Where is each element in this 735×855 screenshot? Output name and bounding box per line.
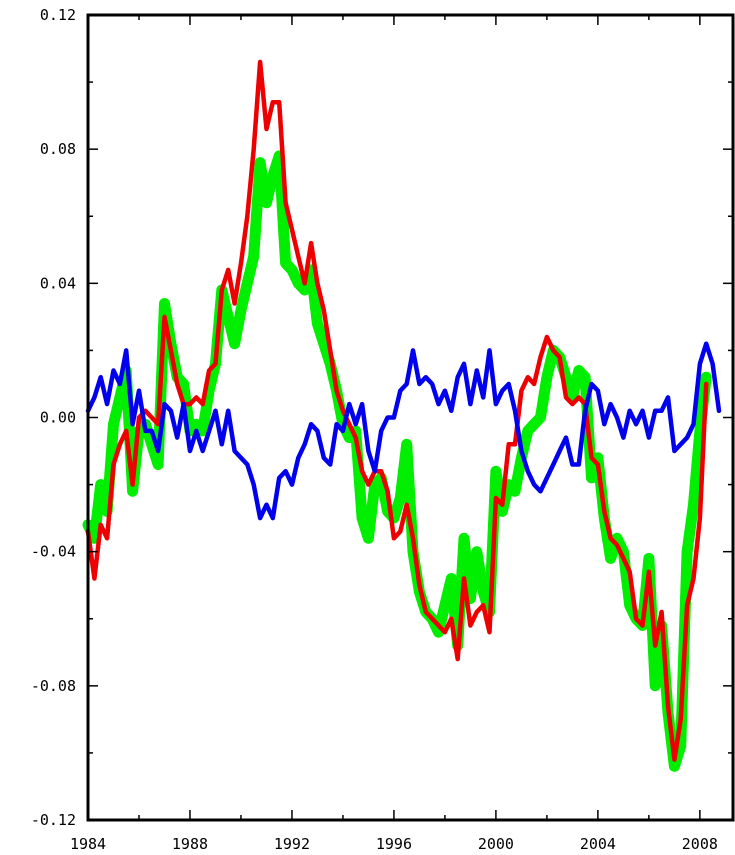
x-tick-label: 2004: [580, 835, 616, 853]
y-tick-label: -0.08: [31, 677, 76, 695]
y-tick-label: 0.04: [40, 274, 76, 292]
series-line-3: [85, 341, 722, 521]
y-tick-label: 0.00: [40, 409, 76, 427]
y-tick-label: 0.08: [40, 140, 76, 158]
y-tick-label: -0.04: [31, 543, 76, 561]
x-tick-label: 2008: [682, 835, 718, 853]
x-tick-label: 2000: [478, 835, 514, 853]
series-line-1: [82, 150, 712, 772]
labels-layer: 0.12 0.08 0.04 0.00 -0.04 -0.08 -0.12 1984 1988 1…: [31, 6, 718, 853]
series-line-2: [85, 59, 709, 762]
x-tick-label: 1984: [70, 835, 106, 853]
y-tick-label: 0.12: [40, 6, 76, 24]
x-tick-label: 1988: [172, 835, 208, 853]
series-layer: [82, 59, 722, 772]
x-tick-label: 1996: [376, 835, 412, 853]
ticks-layer: [87, 14, 733, 821]
y-tick-label: -0.12: [31, 811, 76, 829]
x-tick-label: 1992: [274, 835, 310, 853]
